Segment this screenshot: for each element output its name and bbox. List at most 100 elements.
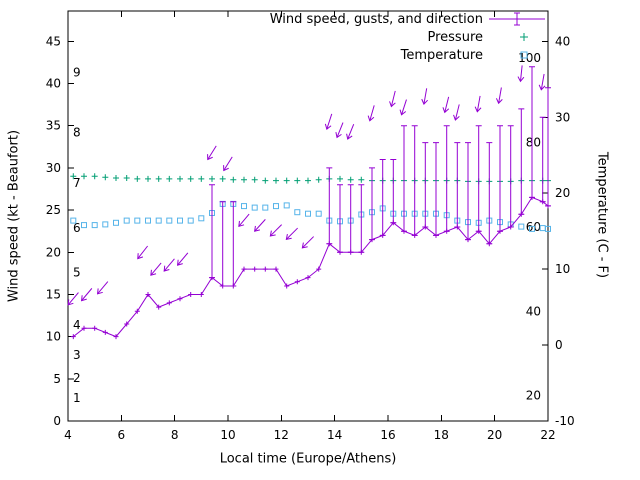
temperature-point — [273, 203, 279, 210]
legend-item-temperature: Temperature — [270, 46, 546, 64]
wind-direction-arrow — [80, 288, 93, 302]
temperature-point — [241, 203, 247, 210]
fahrenheit-scale-label: 80 — [526, 136, 541, 150]
temperature-point — [166, 217, 173, 224]
wind-point-markers — [70, 194, 551, 340]
y-right-tick-label: 40 — [555, 34, 570, 48]
legend-item-pressure: Pressure — [270, 28, 546, 46]
temperature-point — [113, 219, 119, 226]
wind-direction-arrow — [346, 123, 355, 140]
wind-direction-arrow — [163, 258, 175, 272]
legend-item-wind: Wind speed, gusts, and direction — [270, 10, 546, 28]
x-tick-label: 16 — [380, 428, 395, 442]
wind-direction-arrow — [269, 224, 283, 237]
y-left-tick-label: 25 — [46, 203, 61, 217]
temperature-square-legend-icon — [520, 51, 528, 59]
temperature-point — [518, 223, 525, 230]
x-tick-label: 8 — [171, 428, 179, 442]
x-tick-label: 6 — [117, 428, 125, 442]
y-right-tick-label: 30 — [555, 110, 570, 124]
wind-direction-arrow — [367, 105, 375, 122]
y-right-tick-label: 10 — [555, 262, 570, 276]
legend-label-temperature: Temperature — [400, 47, 483, 63]
temperature-point — [262, 204, 269, 211]
y-left-tick-label: 40 — [46, 77, 61, 91]
y-axis-label-left: Wind speed (kt - Beaufort) — [6, 129, 22, 303]
temperature-point — [529, 225, 535, 232]
pressure-plus-legend-icon — [520, 33, 528, 41]
axes — [67, 10, 549, 422]
wind-direction-arrow — [442, 96, 450, 114]
y-right-tick-label: -10 — [555, 414, 575, 428]
temperature-point — [91, 222, 98, 229]
y-left-tick-label: 10 — [46, 330, 61, 344]
y-left-tick-label: 20 — [46, 245, 61, 259]
wind-direction-arrows — [67, 65, 546, 306]
legend-label-wind: Wind speed, gusts, and direction — [269, 11, 483, 27]
temperature-point — [155, 217, 162, 224]
wind-direction-arrow — [254, 219, 266, 232]
fahrenheit-scale-label: 100 — [518, 51, 541, 65]
beaufort-scale-label: 5 — [73, 266, 81, 280]
temperature-point — [177, 217, 183, 224]
beaufort-scale-label: 9 — [73, 66, 81, 80]
wind-direction-arrow — [335, 122, 344, 139]
temperature-point — [134, 217, 141, 224]
x-tick-label: 4 — [64, 428, 72, 442]
wind-direction-arrow — [223, 156, 233, 172]
wind-direction-arrow — [474, 95, 482, 113]
temperature-point — [198, 215, 205, 222]
x-tick-label: 10 — [220, 428, 235, 442]
beaufort-scale-label: 2 — [73, 371, 81, 385]
y-left-tick-label: 5 — [53, 372, 61, 386]
temperature-point — [545, 225, 551, 232]
beaufort-scale-label: 3 — [73, 348, 81, 362]
wind-direction-arrow — [389, 90, 396, 108]
temperature-point — [294, 209, 301, 216]
wind-direction-arrow — [538, 73, 546, 91]
temperature-point — [145, 217, 151, 224]
fahrenheit-scale-label: 20 — [526, 389, 541, 403]
y-left-tick-label: 0 — [53, 414, 61, 428]
wind-direction-arrow — [285, 227, 299, 240]
temperature-point — [283, 202, 290, 209]
x-tick-label: 18 — [434, 428, 449, 442]
wind-direction-arrow — [238, 213, 250, 228]
wind-speed-line — [72, 196, 549, 338]
wind-direction-arrow — [150, 262, 162, 276]
temperature-point — [305, 210, 311, 217]
temperature-point — [251, 204, 258, 211]
plot-border — [67, 10, 549, 422]
y-right-tick-label: 0 — [555, 338, 563, 352]
y-left-tick-label: 30 — [46, 161, 61, 175]
temperature-point — [187, 217, 194, 224]
legend-label-pressure: Pressure — [427, 29, 483, 45]
wind-direction-arrow — [421, 88, 429, 105]
wind-direction-arrow — [67, 292, 79, 306]
beaufort-scale-label: 1 — [73, 391, 81, 405]
temperature-point — [102, 221, 109, 228]
wind-direction-arrow — [207, 145, 217, 161]
beaufort-scale-label: 7 — [73, 176, 81, 190]
wind-direction-arrow — [495, 87, 503, 105]
beaufort-scale-label: 4 — [73, 318, 81, 332]
wind-errorbar-legend-icon — [489, 12, 545, 26]
beaufort-scale-label: 8 — [73, 126, 81, 140]
y-left-tick-label: 35 — [46, 119, 61, 133]
x-tick-label: 12 — [274, 428, 289, 442]
legend: Wind speed, gusts, and direction Pressur… — [270, 10, 546, 64]
y-left-tick-label: 15 — [46, 288, 61, 302]
wind-direction-arrow — [453, 104, 460, 121]
x-axis-label: Local time (Europe/Athens) — [219, 451, 397, 467]
y-left-tick-label: 45 — [46, 34, 61, 48]
tick-labels: 4 6 8 10 12 14 16 18 20 22051015202530354045-1001… — [46, 34, 575, 442]
temperature-point — [315, 210, 322, 217]
x-tick-label: 20 — [487, 428, 502, 442]
wind-direction-arrow — [301, 236, 315, 249]
wind-direction-arrow — [176, 252, 189, 266]
beaufort-scale-label: 6 — [73, 221, 81, 235]
x-tick-label: 22 — [540, 428, 555, 442]
wind-direction-arrow — [399, 99, 407, 116]
wind-direction-arrow — [324, 113, 333, 130]
